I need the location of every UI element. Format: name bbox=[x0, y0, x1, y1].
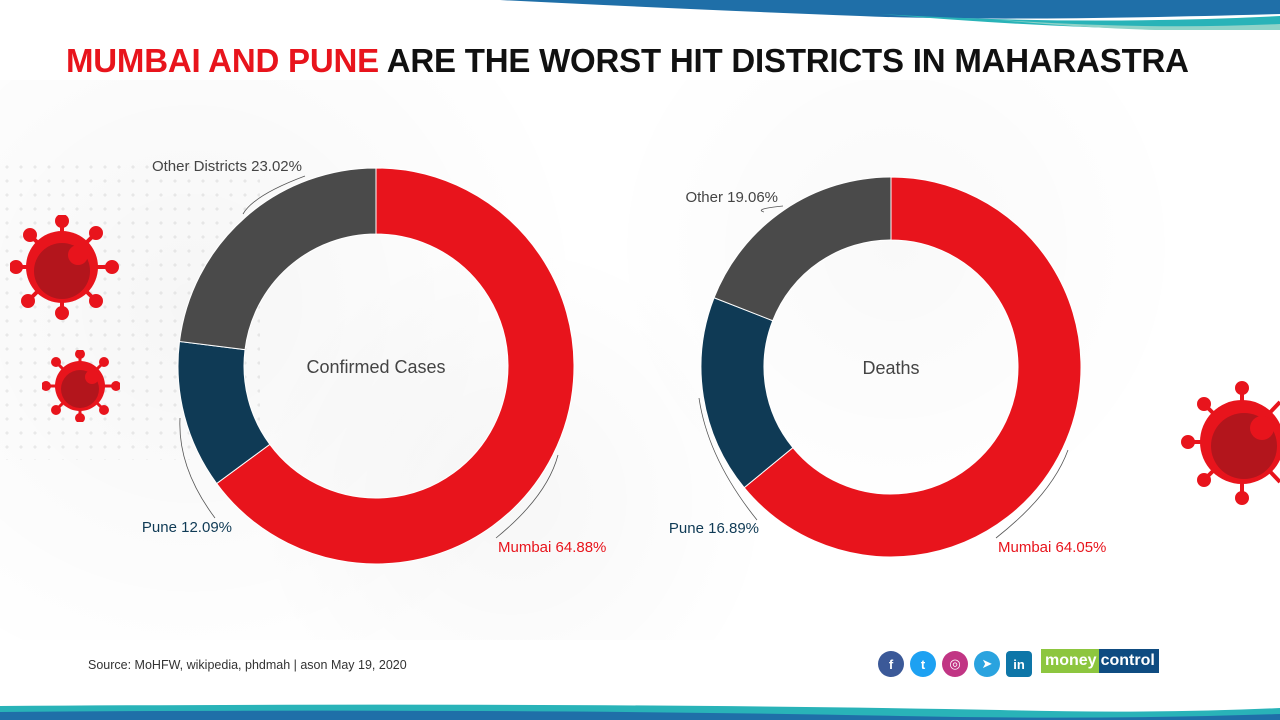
slice-label: Mumbai 64.88% bbox=[498, 539, 606, 556]
instagram-icon[interactable]: ◎ bbox=[942, 651, 968, 677]
donut-slice-pune bbox=[700, 297, 794, 489]
slice-label: Pune 16.89% bbox=[669, 520, 759, 537]
moneycontrol-logo: money control bbox=[1041, 649, 1159, 673]
donut-slice-other bbox=[713, 176, 892, 322]
label-leader-line bbox=[995, 449, 1069, 539]
donut-center-label: Deaths bbox=[862, 358, 919, 378]
label-leader-line bbox=[760, 205, 784, 213]
label-leader-line bbox=[698, 397, 758, 521]
page-title: MUMBAI AND PUNE ARE THE WORST HIT DISTRI… bbox=[66, 42, 1189, 80]
telegram-icon[interactable]: ➤ bbox=[974, 651, 1000, 677]
title-highlight: MUMBAI AND PUNE bbox=[66, 42, 379, 79]
slice-label: Other 19.06% bbox=[685, 189, 778, 206]
slice-label: Other Districts 23.02% bbox=[152, 158, 302, 175]
logo-part-money: money bbox=[1041, 649, 1099, 673]
donut-center-label: Confirmed Cases bbox=[306, 357, 445, 377]
slice-label: Mumbai 64.05% bbox=[998, 539, 1106, 556]
linkedin-icon[interactable]: in bbox=[1006, 651, 1032, 677]
virus-icon bbox=[42, 350, 120, 422]
donut-slice-mumbai bbox=[215, 167, 575, 565]
logo-part-control: control bbox=[1098, 649, 1159, 673]
source-note: Source: MoHFW, wikipedia, phdmah | ason … bbox=[88, 658, 407, 672]
label-leader-line bbox=[495, 454, 559, 539]
social-icons: f t ◎ ➤ in bbox=[878, 651, 1032, 677]
label-leader-line bbox=[179, 417, 216, 519]
top-decor-band bbox=[500, 0, 1280, 30]
title-rest: ARE THE WORST HIT DISTRICTS IN MAHARASTR… bbox=[386, 42, 1189, 79]
virus-icon bbox=[10, 215, 119, 320]
donut-slice-mumbai bbox=[743, 176, 1082, 558]
slice-label: Pune 12.09% bbox=[142, 519, 232, 536]
donut-slice-other-districts bbox=[178, 167, 377, 351]
bottom-decor-band bbox=[0, 704, 1280, 720]
virus-icon bbox=[1181, 381, 1280, 505]
facebook-icon[interactable]: f bbox=[878, 651, 904, 677]
label-leader-line bbox=[242, 175, 306, 215]
twitter-icon[interactable]: t bbox=[910, 651, 936, 677]
